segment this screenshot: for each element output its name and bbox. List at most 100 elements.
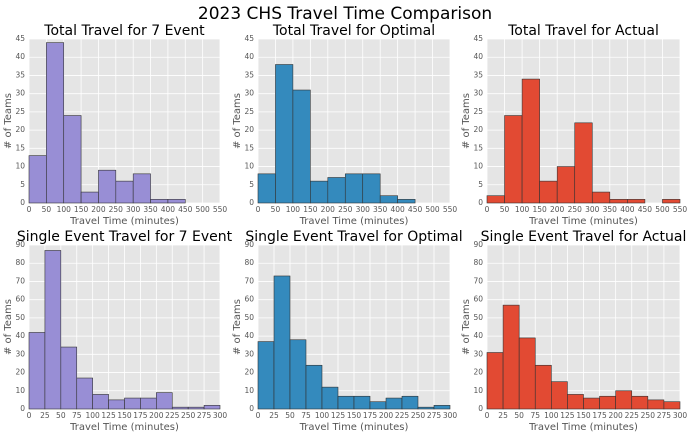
x-tick-label: 50 bbox=[271, 205, 281, 214]
x-tick-label: 0 bbox=[27, 205, 32, 214]
y-tick-label: 60 bbox=[473, 295, 483, 304]
y-tick-label: 80 bbox=[473, 258, 483, 267]
y-tick-label: 90 bbox=[244, 240, 254, 249]
x-tick-label: 200 bbox=[609, 411, 624, 420]
x-tick-label: 200 bbox=[379, 411, 394, 420]
bar bbox=[615, 390, 633, 410]
x-tick-label: 250 bbox=[181, 411, 196, 420]
x-tick-label: 350 bbox=[603, 205, 618, 214]
y-tick-label: 40 bbox=[15, 52, 25, 61]
x-tick-label: 100 bbox=[57, 205, 72, 214]
bar bbox=[401, 395, 419, 410]
x-tick-label: 0 bbox=[27, 411, 32, 420]
y-tick-label: 20 bbox=[473, 125, 483, 134]
x-tick-label: 225 bbox=[165, 411, 180, 420]
y-tick-label: 30 bbox=[244, 349, 254, 358]
x-tick-label: 250 bbox=[641, 411, 656, 420]
x-tick-label: 500 bbox=[655, 205, 670, 214]
y-tick-label: 45 bbox=[473, 34, 483, 43]
x-tick-label: 450 bbox=[638, 205, 653, 214]
chart-title: Single Event Travel for 7 Event bbox=[17, 229, 233, 245]
bar bbox=[631, 395, 649, 410]
x-tick-label: 500 bbox=[425, 205, 440, 214]
chart-title: Single Event Travel for Optimal bbox=[245, 229, 462, 245]
y-tick-label: 80 bbox=[15, 258, 25, 267]
bar bbox=[203, 405, 221, 410]
y-tick-label: 0 bbox=[478, 404, 483, 413]
bar bbox=[257, 341, 275, 410]
x-tick-label: 100 bbox=[544, 411, 559, 420]
x-tick-label: 175 bbox=[592, 411, 607, 420]
x-tick-label: 125 bbox=[560, 411, 575, 420]
bar bbox=[46, 42, 65, 204]
y-tick-label: 35 bbox=[244, 70, 254, 79]
bar bbox=[98, 169, 117, 204]
y-tick-label: 25 bbox=[473, 107, 483, 116]
x-tick-label: 250 bbox=[411, 411, 426, 420]
bar bbox=[337, 395, 355, 410]
y-tick-label: 50 bbox=[15, 313, 25, 322]
x-tick-label: 250 bbox=[109, 205, 124, 214]
y-tick-label: 30 bbox=[15, 89, 25, 98]
x-tick-label: 350 bbox=[143, 205, 158, 214]
y-tick-label: 20 bbox=[473, 368, 483, 377]
x-tick-label: 250 bbox=[338, 205, 353, 214]
bar bbox=[60, 346, 78, 410]
y-tick-label: 10 bbox=[244, 162, 254, 171]
x-axis-label: Travel Time (minutes) bbox=[528, 216, 638, 227]
y-tick-label: 0 bbox=[20, 404, 25, 413]
y-tick-label: 20 bbox=[15, 368, 25, 377]
y-tick-label: 45 bbox=[244, 34, 254, 43]
bar bbox=[275, 64, 294, 204]
x-tick-label: 75 bbox=[72, 411, 82, 420]
bar bbox=[327, 177, 346, 204]
x-tick-label: 175 bbox=[133, 411, 148, 420]
figure-title: 2023 CHS Travel Time Comparison bbox=[198, 4, 492, 24]
x-tick-label: 50 bbox=[285, 411, 295, 420]
y-tick-label: 25 bbox=[15, 107, 25, 116]
x-tick-label: 550 bbox=[443, 205, 458, 214]
y-tick-label: 80 bbox=[244, 258, 254, 267]
y-tick-label: 15 bbox=[15, 143, 25, 152]
bar bbox=[433, 405, 451, 410]
bar bbox=[63, 115, 82, 204]
x-tick-label: 100 bbox=[315, 411, 330, 420]
y-tick-label: 15 bbox=[473, 143, 483, 152]
bar bbox=[486, 352, 504, 410]
y-tick-label: 90 bbox=[15, 240, 25, 249]
bar bbox=[257, 173, 276, 204]
chart-title: Total Travel for Optimal bbox=[272, 23, 435, 39]
y-tick-label: 25 bbox=[244, 107, 254, 116]
y-tick-label: 10 bbox=[15, 162, 25, 171]
bar bbox=[353, 395, 371, 410]
bar bbox=[379, 195, 398, 204]
x-tick-label: 400 bbox=[620, 205, 635, 214]
y-tick-label: 90 bbox=[473, 240, 483, 249]
bar bbox=[273, 275, 291, 410]
chart-title: Total Travel for 7 Event bbox=[43, 23, 205, 39]
bar bbox=[305, 364, 323, 410]
bar bbox=[187, 406, 205, 410]
bar bbox=[292, 89, 311, 204]
x-tick-label: 100 bbox=[86, 411, 101, 420]
x-tick-label: 200 bbox=[149, 411, 164, 420]
y-tick-label: 30 bbox=[244, 89, 254, 98]
y-tick-label: 20 bbox=[244, 368, 254, 377]
x-tick-label: 300 bbox=[213, 411, 228, 420]
x-tick-label: 450 bbox=[178, 205, 193, 214]
y-tick-label: 60 bbox=[244, 295, 254, 304]
bar bbox=[289, 339, 307, 410]
x-tick-label: 275 bbox=[657, 411, 672, 420]
y-tick-label: 20 bbox=[244, 125, 254, 134]
x-tick-label: 450 bbox=[408, 205, 423, 214]
y-axis-label: # of Teams bbox=[3, 299, 14, 355]
y-tick-label: 20 bbox=[15, 125, 25, 134]
x-tick-label: 275 bbox=[427, 411, 442, 420]
bar bbox=[80, 191, 99, 204]
x-tick-label: 300 bbox=[443, 411, 458, 420]
bar bbox=[132, 173, 151, 204]
x-tick-label: 500 bbox=[195, 205, 210, 214]
bar bbox=[28, 155, 47, 204]
y-tick-label: 5 bbox=[478, 180, 483, 189]
